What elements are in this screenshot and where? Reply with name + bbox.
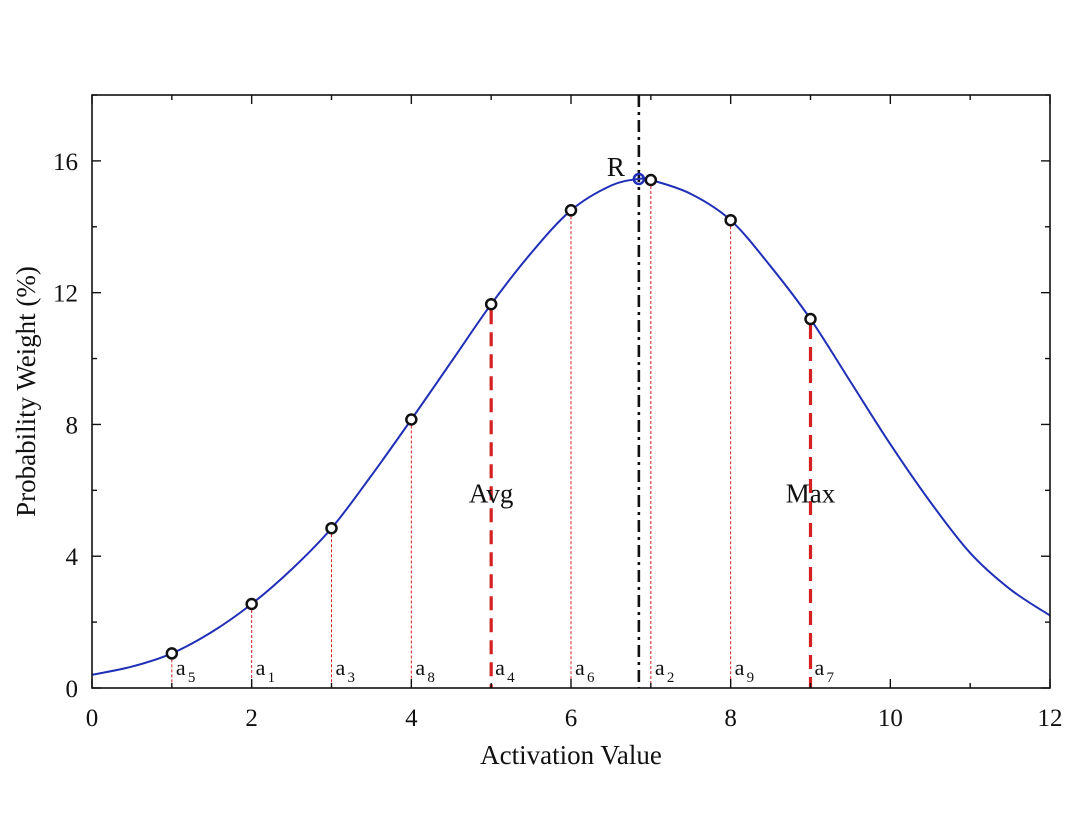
x-tick-label: 6 <box>565 705 578 732</box>
y-tick-label: 16 <box>53 149 78 176</box>
drop-lines-layer <box>171 95 813 688</box>
x-tick-label: 2 <box>245 705 258 732</box>
data-point-8 <box>804 312 817 326</box>
point-label-index-7: 9 <box>747 670 755 686</box>
y-tick-label: 0 <box>66 676 79 703</box>
y-tick-label: 8 <box>66 412 79 439</box>
annotation-max: Max <box>786 479 836 509</box>
x-tick-label: 8 <box>724 705 737 732</box>
data-point-4 <box>484 297 498 311</box>
point-label-3: a <box>415 655 425 680</box>
x-axis-title: Activation Value <box>480 740 662 770</box>
data-point-6 <box>644 173 658 187</box>
data-point-5 <box>564 204 578 217</box>
point-label-6: a <box>655 655 665 680</box>
y-axis-title: Probability Weight (%) <box>11 266 41 517</box>
point-label-4: a <box>495 655 505 680</box>
point-label-index-2: 3 <box>348 670 356 686</box>
data-point-3 <box>405 413 418 426</box>
reference-label: R <box>607 152 625 182</box>
point-label-index-0: 5 <box>188 670 196 686</box>
x-tick-label: 12 <box>1038 705 1063 732</box>
point-label-0: a <box>176 655 186 680</box>
point-label-index-5: 6 <box>587 670 595 686</box>
point-label-index-1: 1 <box>268 670 276 686</box>
curve-layer <box>92 177 1050 676</box>
data-point-2 <box>325 521 338 535</box>
data-point-7 <box>724 213 737 227</box>
y-tick-label: 4 <box>66 544 79 571</box>
point-label-index-3: 8 <box>427 670 435 686</box>
point-label-index-8: 7 <box>827 670 835 686</box>
point-label-1: a <box>256 655 266 680</box>
x-tick-label: 10 <box>878 705 903 732</box>
point-label-8: a <box>815 655 825 680</box>
annotation-avg: Avg <box>469 479 514 509</box>
y-tick-label: 12 <box>53 281 78 308</box>
points-layer <box>165 172 817 660</box>
x-tick-label: 4 <box>405 705 418 732</box>
point-label-index-6: 2 <box>667 670 675 686</box>
point-label-7: a <box>735 655 745 680</box>
ticks-layer <box>91 94 1051 689</box>
point-label-index-4: 4 <box>507 670 515 686</box>
point-label-2: a <box>336 655 346 680</box>
peak-point-marker <box>632 172 646 186</box>
data-point-0 <box>165 647 179 660</box>
x-tick-label: 0 <box>86 705 99 732</box>
data-point-1 <box>245 597 258 611</box>
fitted-curve <box>92 177 1050 676</box>
point-label-5: a <box>575 655 585 680</box>
